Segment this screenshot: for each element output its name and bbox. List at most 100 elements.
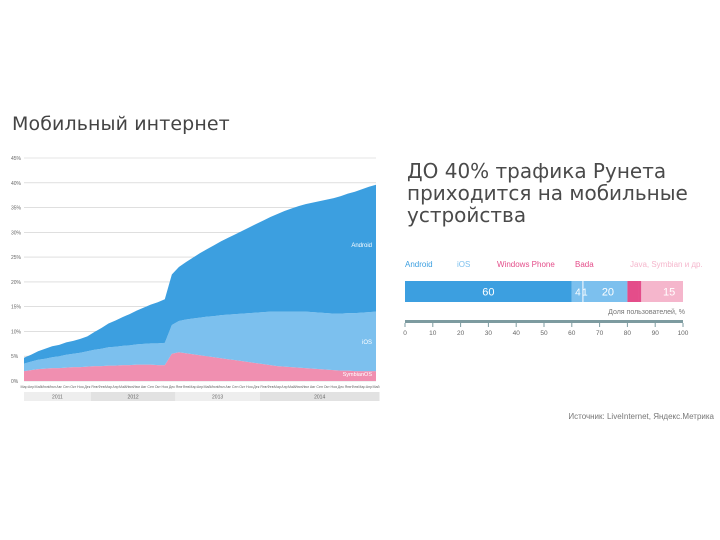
bar-value-label: 4: [575, 288, 581, 299]
x-tick-label: Мар: [274, 385, 281, 389]
x-tick-label: Авг: [310, 385, 316, 389]
x-tick-label: Ноя: [330, 385, 337, 389]
x-tick-label: Май: [288, 385, 295, 389]
bar-axis-label: 30: [485, 330, 493, 337]
x-tick-label: Июл: [302, 385, 309, 389]
bar-segment-windows_phone: [627, 281, 639, 302]
bar-axis-label: 50: [540, 330, 548, 337]
area-label-symbian: SymbianOS: [343, 372, 373, 378]
x-tick-label: Май: [204, 385, 211, 389]
bar-value-label: 20: [602, 287, 614, 299]
bar-axis-label: 80: [624, 330, 632, 337]
bar-axis-line: [405, 320, 683, 323]
x-tick-label: Мар: [189, 385, 196, 389]
bar-value-label: 1: [582, 288, 588, 299]
bar-axis-label: 40: [513, 330, 521, 337]
legend-other: Java, Symbian и др.: [630, 260, 703, 269]
x-tick-label: Янв: [345, 385, 352, 389]
x-tick-label: Сен: [316, 385, 323, 389]
bar-axis-label: 70: [596, 330, 604, 337]
x-tick-label: Сен: [63, 385, 70, 389]
y-tick-label: 0%: [11, 379, 19, 385]
area-label-android: Android: [351, 243, 372, 249]
y-tick-label: 35%: [11, 206, 22, 212]
x-tick-label: Май: [119, 385, 126, 389]
x-tick-label: Сен: [232, 385, 239, 389]
x-tick-label: Окт: [239, 385, 245, 389]
x-tick-label: Окт: [324, 385, 330, 389]
x-tick-label: Фев: [98, 385, 105, 389]
bar-segment-ios: [571, 281, 628, 302]
bar-value-label: 15: [663, 287, 675, 299]
headline-line-1: ДО 40% трафика Рунета: [407, 159, 667, 183]
legend-android: Android: [405, 260, 433, 269]
bar-axis-unit: Доля пользователей, %: [608, 309, 685, 316]
x-tick-label: Ноя: [246, 385, 253, 389]
x-tick-label: Авг: [225, 385, 231, 389]
x-tick-label: Июл: [49, 385, 56, 389]
x-tick-label: Июн: [41, 385, 48, 389]
x-tick-label: Май: [35, 385, 42, 389]
x-tick-label: Июн: [126, 385, 133, 389]
x-tick-label: Дек: [169, 385, 175, 389]
x-tick-label: Дек: [338, 385, 344, 389]
x-tick-label: Май: [372, 385, 379, 389]
x-tick-label: Мар: [105, 385, 112, 389]
x-tick-label: Окт: [155, 385, 161, 389]
y-tick-label: 40%: [11, 181, 22, 187]
x-tick-label: Апр: [366, 385, 372, 389]
bar-legend: Android iOS Windows Phone Bada Java, Sym…: [405, 260, 703, 272]
source-note: Источник: LiveInternet, Яндекс.Метрика: [568, 412, 714, 421]
year-label: 2012: [128, 395, 139, 401]
bar-segment-windows_phone: [638, 281, 642, 302]
x-tick-label: Июл: [217, 385, 224, 389]
y-tick-label: 20%: [11, 280, 22, 286]
legend-windows-phone: Windows Phone: [497, 260, 555, 269]
x-tick-label: Фев: [352, 385, 359, 389]
x-tick-label: Апр: [28, 385, 34, 389]
headline-line-2: приходится на мобильные: [407, 181, 688, 205]
area-android: [24, 184, 376, 364]
area-ios: [24, 311, 376, 372]
x-tick-label: Дек: [253, 385, 259, 389]
x-tick-label: Янв: [176, 385, 183, 389]
x-tick-label: Апр: [281, 385, 287, 389]
year-band: [90, 392, 176, 401]
year-label: 2011: [52, 395, 63, 401]
x-tick-label: Авг: [141, 385, 147, 389]
year-band: [175, 392, 260, 401]
bar-axis-label: 60: [568, 330, 576, 337]
area-symbian: [24, 352, 376, 381]
y-tick-label: 30%: [11, 230, 22, 236]
x-tick-label: Апр: [197, 385, 203, 389]
bar-segment-android: [405, 281, 572, 302]
x-tick-label: Авг: [56, 385, 62, 389]
x-tick-label: Июл: [133, 385, 140, 389]
legend-ios: iOS: [457, 260, 471, 269]
bar-axis-label: 10: [429, 330, 437, 337]
x-tick-label: Дек: [84, 385, 90, 389]
x-tick-label: Апр: [112, 385, 118, 389]
legend-bada: Bada: [575, 260, 594, 269]
x-tick-label: Окт: [70, 385, 76, 389]
y-tick-label: 45%: [11, 156, 22, 162]
area-label-ios: iOS: [362, 340, 372, 346]
x-tick-label: Фев: [183, 385, 190, 389]
year-band: [259, 392, 380, 401]
year-label: 2013: [212, 395, 223, 401]
x-tick-label: Ноя: [162, 385, 169, 389]
y-tick-label: 25%: [11, 255, 22, 261]
x-tick-label: Мар: [20, 385, 27, 389]
y-tick-label: 5%: [11, 354, 19, 360]
bar-axis-label: 90: [652, 330, 660, 337]
bar-segment-other: [641, 281, 683, 302]
y-tick-label: 15%: [11, 305, 22, 311]
year-band: [24, 392, 91, 401]
bar-axis-label: 100: [678, 330, 689, 337]
x-tick-label: Сен: [147, 385, 154, 389]
x-tick-label: Июн: [295, 385, 302, 389]
x-tick-label: Янв: [260, 385, 267, 389]
x-tick-label: Мар: [358, 385, 365, 389]
x-tick-label: Июн: [210, 385, 217, 389]
